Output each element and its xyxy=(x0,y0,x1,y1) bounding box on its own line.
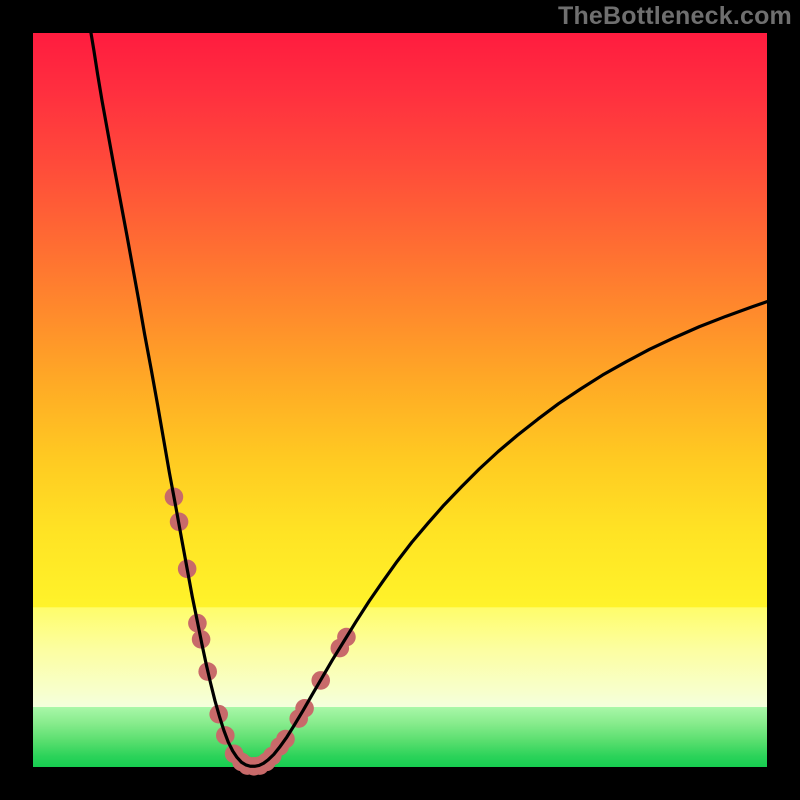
watermark: TheBottleneck.com xyxy=(558,2,792,31)
plot-area xyxy=(33,33,767,767)
